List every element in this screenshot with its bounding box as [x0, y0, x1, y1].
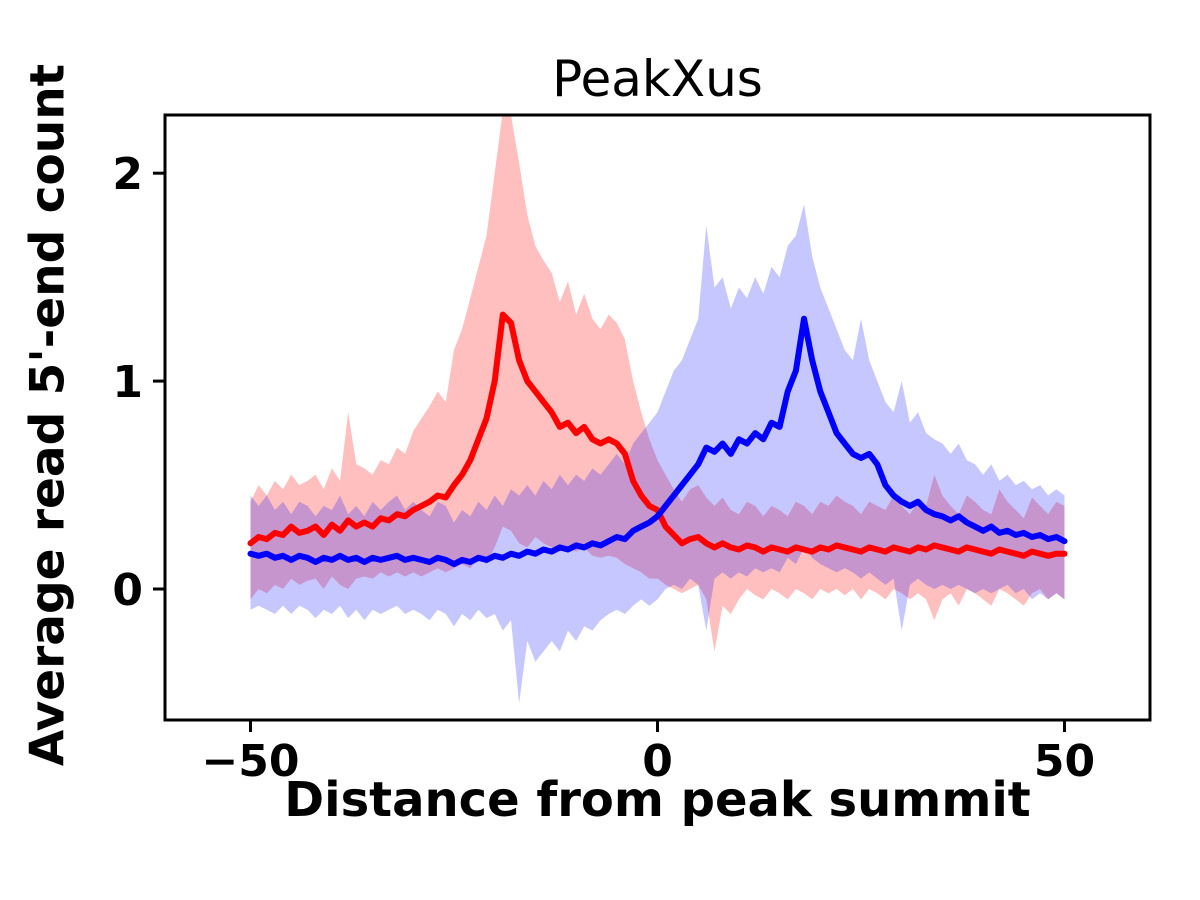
x-axis-label: Distance from peak summit: [284, 772, 1031, 828]
forward-strand-mean-line: [247, 311, 1068, 559]
chart-title: PeakXus: [552, 50, 763, 108]
x-tick-label: 50: [1034, 736, 1095, 787]
forward-strand-confidence-band: [250, 115, 1065, 652]
x-tick-label: 0: [642, 736, 673, 787]
reverse-strand-confidence-band: [250, 204, 1065, 704]
y-axis-label: Average read 5'-end count: [20, 63, 76, 767]
y-tick-label: 0: [112, 565, 143, 616]
x-tick-label: −50: [201, 736, 299, 787]
y-tick-label: 2: [112, 149, 143, 200]
y-tick-label: 1: [112, 357, 143, 408]
reverse-strand-mean-line: [247, 315, 1068, 568]
